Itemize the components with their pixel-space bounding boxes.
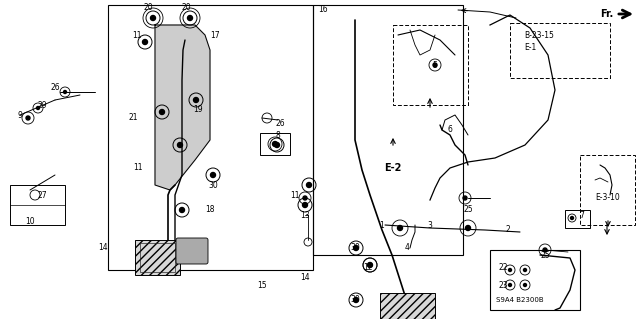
Text: 26: 26 [50,84,60,93]
Bar [580,155,635,225]
Bar [140,243,175,272]
Text: 3: 3 [428,220,433,229]
Bar [135,240,180,275]
Text: 8: 8 [276,130,280,139]
Text: 27: 27 [37,190,47,199]
Bar [260,133,290,155]
Bar [10,185,65,225]
Text: 1: 1 [380,220,385,229]
Bar [108,5,313,270]
Text: 26: 26 [275,118,285,128]
Bar [380,293,435,319]
Bar [313,5,463,255]
Circle shape [465,226,470,231]
Text: 13: 13 [300,211,310,219]
Text: 4: 4 [404,243,410,253]
Circle shape [275,143,280,147]
Text: 18: 18 [205,205,215,214]
Bar [565,210,590,228]
Text: E-2: E-2 [384,163,402,173]
Circle shape [524,269,527,271]
Circle shape [273,142,278,146]
Circle shape [307,182,312,188]
Circle shape [177,143,182,147]
Text: 14: 14 [300,273,310,283]
Text: 29: 29 [37,100,47,109]
Circle shape [159,109,164,115]
Circle shape [26,116,30,120]
Circle shape [524,284,527,286]
Text: 19: 19 [193,106,203,115]
Circle shape [570,217,573,219]
Text: 10: 10 [25,218,35,226]
Text: S9A4 B2300B: S9A4 B2300B [496,297,544,303]
Bar [490,250,580,310]
Text: 22: 22 [499,263,508,272]
Text: 11: 11 [133,164,143,173]
Text: 16: 16 [318,5,328,14]
Text: 11: 11 [291,190,300,199]
Circle shape [353,298,358,302]
Circle shape [303,196,307,200]
Text: 6: 6 [447,125,452,135]
Circle shape [63,91,67,93]
Text: 5: 5 [433,61,437,70]
Circle shape [353,246,358,250]
Text: E-1: E-1 [524,42,536,51]
Text: 30: 30 [208,181,218,189]
Text: E-3-10: E-3-10 [596,194,620,203]
Circle shape [36,107,40,109]
FancyBboxPatch shape [176,238,208,264]
Circle shape [188,16,193,20]
Circle shape [193,98,198,102]
Text: 12: 12 [364,263,372,272]
Circle shape [367,263,372,268]
Circle shape [543,248,547,252]
Text: 7: 7 [580,211,584,219]
Bar [393,25,468,105]
Bar [510,23,610,78]
Circle shape [433,63,437,67]
Text: 21: 21 [128,114,138,122]
Polygon shape [155,25,210,190]
Circle shape [143,40,147,44]
Circle shape [303,203,307,207]
Circle shape [509,269,511,271]
Text: B-23-15: B-23-15 [524,31,554,40]
Circle shape [509,284,511,286]
Circle shape [397,226,403,231]
Circle shape [150,16,156,20]
Text: 25: 25 [540,250,550,259]
Text: 25: 25 [463,205,473,214]
Circle shape [179,207,184,212]
Text: 14: 14 [98,243,108,253]
Circle shape [463,196,467,200]
Text: 30: 30 [350,295,360,305]
Circle shape [211,173,216,177]
Text: 11: 11 [132,31,141,40]
Text: 17: 17 [210,31,220,40]
Text: 20: 20 [143,4,153,12]
Text: 9: 9 [17,110,22,120]
Text: 23: 23 [498,280,508,290]
Circle shape [368,263,372,267]
Text: 30: 30 [350,243,360,253]
Text: Fr.: Fr. [600,9,613,19]
Text: 20: 20 [181,4,191,12]
Text: 2: 2 [506,226,510,234]
Text: 15: 15 [257,280,267,290]
